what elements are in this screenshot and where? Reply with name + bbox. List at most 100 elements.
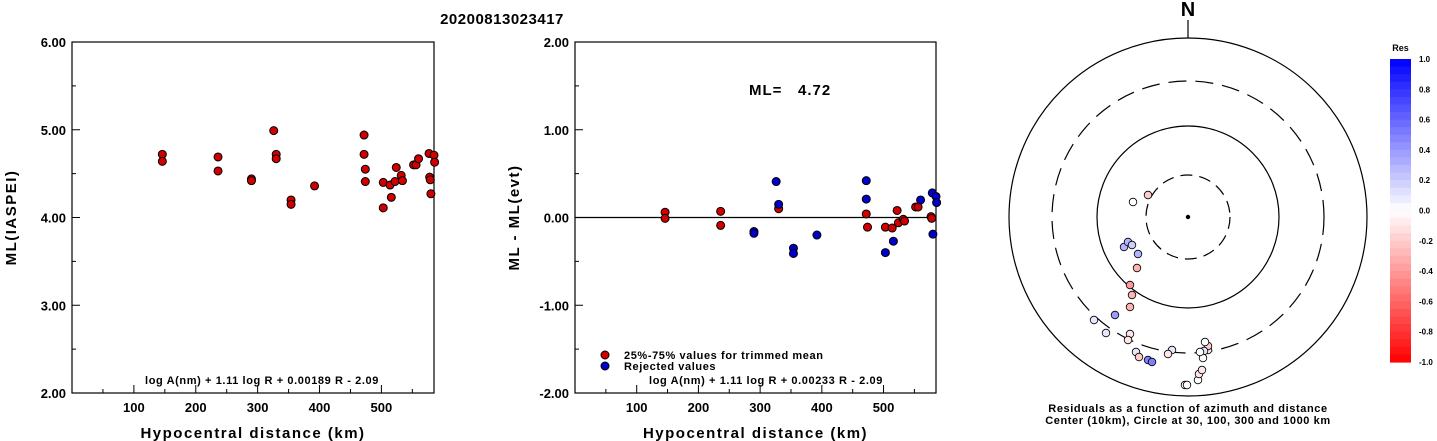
y-tick-label: -2.00 xyxy=(539,386,569,401)
data-point xyxy=(390,177,400,187)
chart-azimuth-residuals: N Residuals as a function of azimuth and … xyxy=(1008,0,1433,427)
data-point xyxy=(660,213,670,223)
circle-100km xyxy=(1096,125,1280,309)
data-point xyxy=(861,209,871,219)
y-axis-label: ML(IASPEI) xyxy=(3,170,20,266)
data-point xyxy=(359,149,369,159)
colorbar-segment xyxy=(1390,301,1411,310)
colorbar-tick-label: 0.8 xyxy=(1419,85,1431,94)
colorbar-segment xyxy=(1390,331,1411,340)
colorbar-segment xyxy=(1390,286,1411,295)
colorbar-segment xyxy=(1390,202,1411,212)
data-point xyxy=(430,157,440,167)
caption-line-1: Residuals as a function of azimuth and d… xyxy=(1048,403,1327,415)
data-point xyxy=(892,205,902,215)
data-point xyxy=(157,156,167,166)
residual-point xyxy=(1133,249,1143,259)
circle-300km xyxy=(1051,80,1325,354)
x-tick-label: 200 xyxy=(185,400,207,415)
data-point xyxy=(286,199,296,209)
colorbar-segment xyxy=(1390,308,1411,318)
y-tick-label: 2.00 xyxy=(544,35,569,50)
colorbar-tick-label: 0.2 xyxy=(1419,176,1431,185)
data-point xyxy=(932,198,942,208)
data-point xyxy=(397,176,407,186)
x-tick-label: 400 xyxy=(309,400,331,415)
residual-point xyxy=(1132,263,1142,273)
circle-30km xyxy=(1145,174,1231,260)
colorbar-segment xyxy=(1390,339,1411,348)
colorbar-segment xyxy=(1390,271,1411,280)
colorbar-segment xyxy=(1390,74,1411,83)
residual-point xyxy=(1200,337,1210,347)
data-point xyxy=(213,166,223,176)
colorbar-segment xyxy=(1390,149,1411,159)
colorbar-segment xyxy=(1390,225,1411,234)
data-point xyxy=(386,192,396,202)
x-axis-label: Hypocentral distance (km) xyxy=(140,425,365,441)
residual-point xyxy=(1089,315,1099,325)
data-point xyxy=(928,229,938,239)
data-point xyxy=(788,248,798,258)
data-point xyxy=(391,162,401,172)
colorbar-segment xyxy=(1390,157,1411,166)
residual-point xyxy=(1197,365,1207,375)
x-tick-label: 100 xyxy=(123,400,145,415)
data-point xyxy=(900,216,910,226)
colorbar-segment xyxy=(1390,255,1411,265)
colorbar-segment xyxy=(1390,354,1411,363)
colorbar-segment xyxy=(1390,187,1411,196)
data-point xyxy=(771,177,781,187)
colorbar-segment xyxy=(1390,134,1411,143)
x-tick-label: 400 xyxy=(811,400,833,415)
colorbar-tick-label: 0.0 xyxy=(1419,207,1431,216)
colorbar-tick-label: 0.4 xyxy=(1419,146,1431,155)
data-point xyxy=(880,248,890,258)
colorbar-tick-label: -1.0 xyxy=(1419,358,1433,367)
north-label: N xyxy=(1181,0,1195,21)
residual-point xyxy=(1143,190,1153,200)
x-axis-label: Hypocentral distance (km) xyxy=(643,425,868,441)
ml-label: ML= xyxy=(749,82,782,99)
chart-residual-vs-distance: 100 200 300 400 500 2.00 1.00 0.00 -1.00 -2.00 Hyp… xyxy=(506,35,942,441)
residual-point xyxy=(1147,357,1157,367)
colorbar-segment xyxy=(1390,172,1411,181)
x-tick-label: 300 xyxy=(247,400,269,415)
residual-point xyxy=(1127,290,1137,300)
data-point xyxy=(360,177,370,187)
x-tick-label: 300 xyxy=(749,400,771,415)
x-tick-label: 500 xyxy=(873,400,895,415)
x-tick-label: 500 xyxy=(371,400,393,415)
legend-marker xyxy=(600,350,610,360)
colorbar-tick-label: -0.8 xyxy=(1419,328,1433,337)
residual-point xyxy=(1125,302,1135,312)
ml-value: 4.72 xyxy=(798,82,831,99)
colorbar-segment xyxy=(1390,142,1411,151)
y-tick-label: 6.00 xyxy=(41,35,66,50)
residual-point xyxy=(1163,349,1173,359)
colorbar-tick-label: -0.2 xyxy=(1419,237,1433,246)
colorbar-segment xyxy=(1390,96,1411,106)
chart-ml-vs-distance: 100 200 300 400 500 6.00 5.00 4.00 3.00 2.00 Hypoc… xyxy=(3,35,440,441)
data-point xyxy=(716,220,726,230)
residual-point xyxy=(1125,280,1135,290)
colorbar-segment xyxy=(1390,112,1411,121)
data-point xyxy=(716,206,726,216)
colorbar-tick-label: 0.6 xyxy=(1419,116,1431,125)
colorbar-segment xyxy=(1390,165,1411,174)
data-point xyxy=(246,176,256,186)
legend-marker xyxy=(600,361,610,371)
legend-label: Rejected values xyxy=(624,361,716,373)
colorbar-segment xyxy=(1390,233,1411,242)
data-point xyxy=(861,194,871,204)
residual-point xyxy=(1128,197,1138,207)
data-point xyxy=(425,175,435,185)
x-tick-label: 100 xyxy=(626,400,648,415)
data-point xyxy=(887,223,897,233)
residual-point xyxy=(1127,240,1137,250)
data-point xyxy=(359,130,369,140)
legend-label: 25%-75% values for trimmed mean xyxy=(624,350,824,362)
data-point xyxy=(774,199,784,209)
y-axis-label: ML - ML(evt) xyxy=(506,164,523,270)
y-tick-label: 5.00 xyxy=(41,123,66,138)
